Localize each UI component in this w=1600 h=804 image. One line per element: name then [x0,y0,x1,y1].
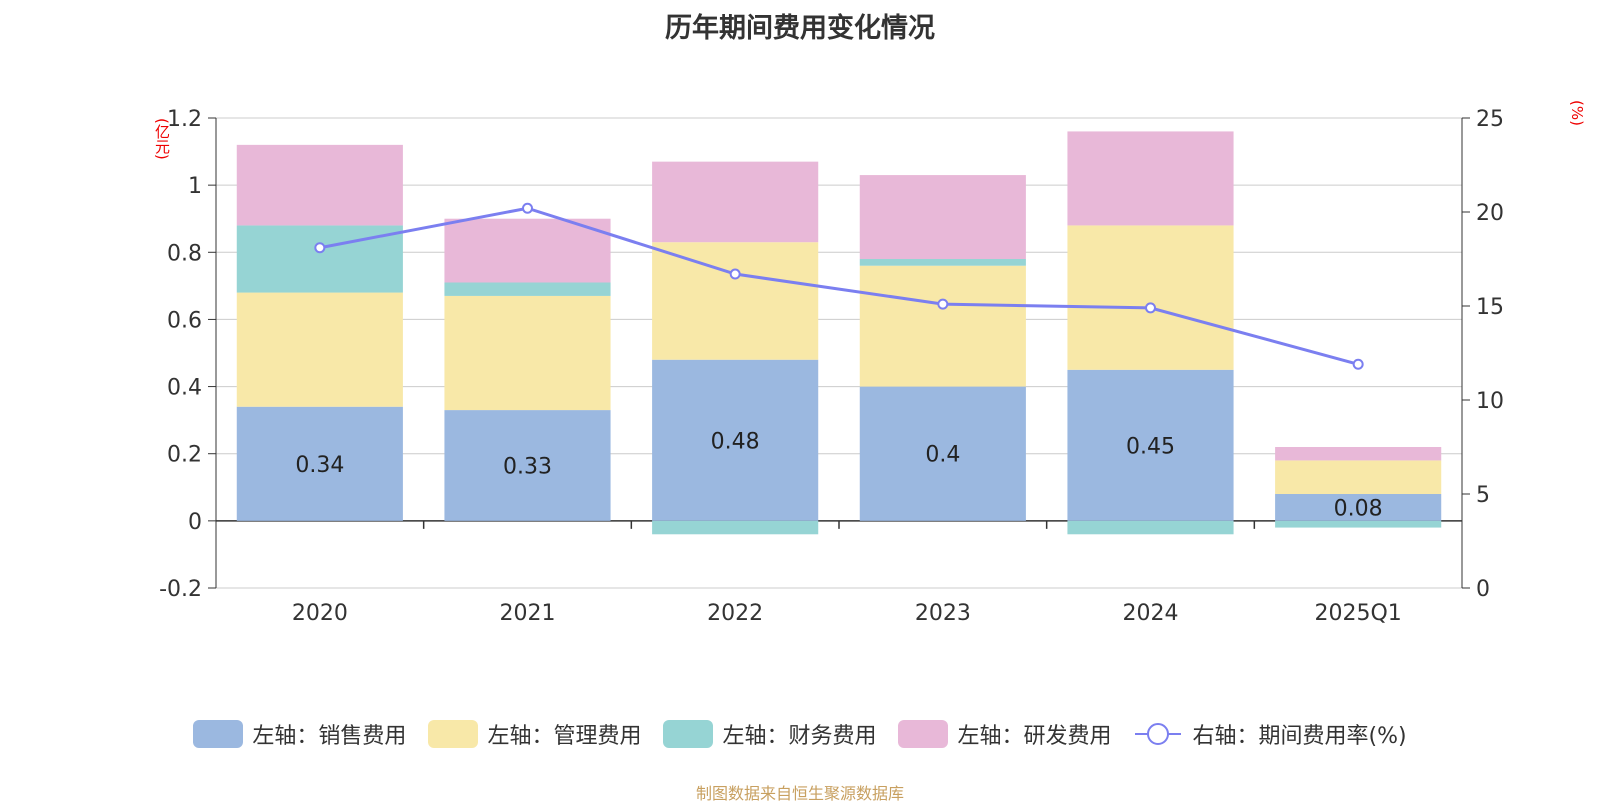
expense-rate-point-2023 [937,298,949,310]
left-axis-unit: (亿元) [153,118,171,160]
bar-series2-2022 [652,520,819,535]
legend-swatch-sales [193,720,244,748]
legend-label-finance: 左轴：财务费用 [722,724,877,749]
chart-plot: -0.2 0 0.2 0.4 0.6 0.8 1 1.2 0 5 10 15 20 25 0.34 0.33 0… [159,107,1504,626]
bar-series0-2025Q1 [1275,494,1442,521]
bar-series2-2021 [444,282,611,296]
bar-series1-2022 [652,242,819,360]
bar-data-label: 0.4 [925,443,960,468]
bar-series2-2024 [1067,520,1234,535]
bar-series1-2021 [444,295,611,411]
legend-label-rd: 左轴：研发费用 [957,724,1112,749]
bar-series2-2025Q1 [1275,520,1442,528]
bar-series0-2024 [1067,369,1234,521]
bar-data-label: 0.45 [1126,434,1175,459]
bar-data-label: 0.33 [503,454,552,479]
right-tick-label: 0 [1476,577,1490,602]
bar-series3-2024 [1067,131,1234,226]
x-tick-label: 2021 [500,601,556,626]
left-tick-label: 0 [188,510,202,535]
legend-swatch-finance [663,720,714,748]
right-tick-label: 5 [1476,483,1490,508]
expense-rate-point-2024 [1145,302,1156,314]
bar-series0-2021 [444,410,611,521]
bar-series0-2020 [236,406,403,521]
line-marker-icon [1135,723,1182,745]
legend-item-finance[interactable]: 左轴：财务费用 [663,718,876,750]
x-tick-label: 2025Q1 [1315,601,1402,626]
left-tick-label: 0.2 [167,443,202,468]
right-tick-label: 25 [1476,107,1504,132]
legend-swatch-admin [428,720,479,748]
expense-rate-point-2020 [314,242,326,254]
bar-data-label: 0.34 [295,453,344,478]
right-tick-label: 15 [1476,295,1504,320]
bar-series2-2023 [859,259,1026,266]
left-tick-label: 0.4 [167,376,202,401]
source-note: 制图数据来自恒生聚源数据库 [695,784,904,803]
bar-data-label: 0.08 [1334,496,1383,521]
x-tick-label: 2023 [915,601,971,626]
legend-label-sales: 左轴：销售费用 [252,724,407,749]
bar-series1-2025Q1 [1275,460,1442,494]
expense-rate-point-2025Q1 [1352,358,1364,370]
legend: 左轴：销售费用 左轴：管理费用 左轴：财务费用 左轴：研发费用 右轴：期间费用率… [0,718,1600,750]
legend-label-admin: 左轴：管理费用 [487,724,642,749]
legend-label-expense-rate: 右轴：期间费用率(%) [1192,724,1407,749]
expense-rate-point-2022 [729,268,741,280]
left-tick-label: 0.8 [167,241,202,266]
left-tick-label: -0.2 [159,577,202,602]
expense-rate-point-2021 [522,202,533,214]
left-tick-label: 1.2 [167,107,202,132]
bar-series0-2023 [859,386,1026,521]
right-tick-label: 10 [1476,389,1504,414]
x-tick-label: 2024 [1123,601,1179,626]
legend-swatch-rd [898,720,949,748]
left-tick-label: 1 [188,174,202,199]
legend-item-expense-rate[interactable]: 右轴：期间费用率(%) [1133,718,1407,750]
bar-series3-2021 [444,218,611,283]
bar-series0-2022 [652,359,819,521]
chart-title: 历年期间费用变化情况 [665,13,935,44]
bar-series3-2025Q1 [1275,447,1442,461]
expense-rate-line [319,206,1359,366]
bar-series3-2022 [652,161,819,243]
right-axis-unit: (%) [1568,100,1586,126]
bar-data-label: 0.48 [711,429,760,454]
x-tick-label: 2022 [707,601,763,626]
legend-item-admin[interactable]: 左轴：管理费用 [428,718,641,750]
right-tick-label: 20 [1476,201,1504,226]
left-tick-label: 0.6 [167,308,202,333]
x-tick-label: 2020 [292,601,348,626]
legend-item-rd[interactable]: 左轴：研发费用 [898,718,1111,750]
bar-series3-2020 [236,144,403,226]
bar-series1-2023 [859,265,1026,387]
legend-item-sales[interactable]: 左轴：销售费用 [193,718,406,750]
bar-series3-2023 [859,175,1026,259]
bar-series1-2024 [1067,225,1234,370]
bar-series1-2020 [236,292,403,407]
